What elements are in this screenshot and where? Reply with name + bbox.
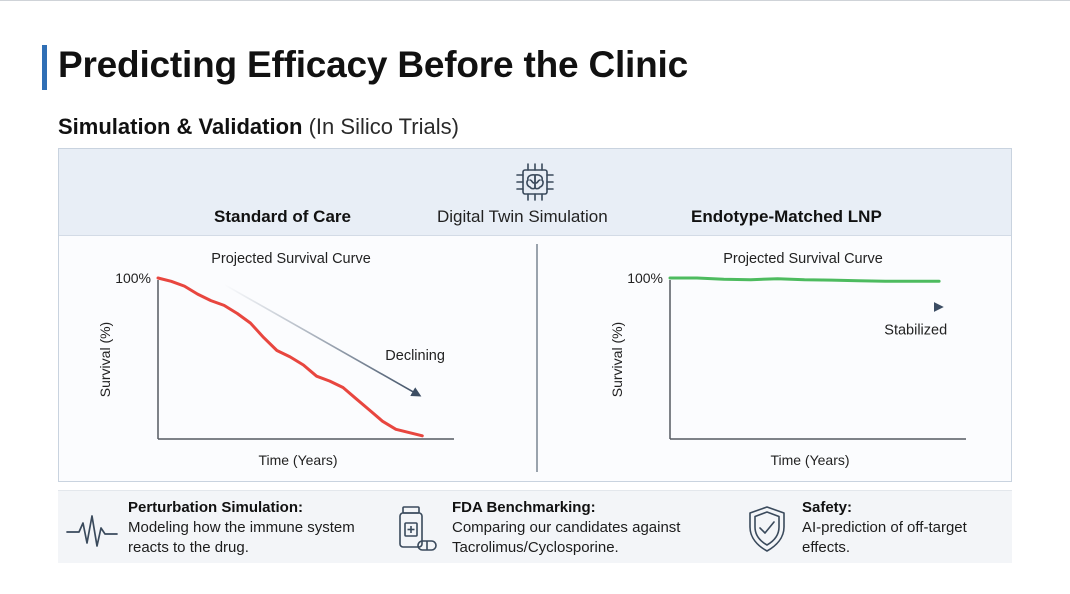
feature-title-safety: Safety:: [802, 499, 853, 516]
annotation-label: Stabilized: [884, 322, 947, 338]
survival-series-line: [156, 276, 424, 438]
survival-chart-declining: Projected Survival Curve 100% Survival (%)…: [97, 251, 454, 468]
y-tick-label: 100%: [627, 270, 663, 286]
survival-chart-stabilized: Projected Survival Curve 100% Survival (%)…: [609, 251, 966, 468]
x-axis-label: Time (Years): [258, 452, 337, 468]
feature-title-fda: FDA Benchmarking:: [452, 499, 596, 516]
chart-title: Projected Survival Curve: [211, 251, 371, 267]
panel-header: Standard of Care Digital Twin Simulation…: [59, 149, 1011, 236]
features-strip: Perturbation Simulation: Modeling how th…: [58, 490, 1012, 563]
brain-chip-icon: [516, 163, 554, 201]
feature-desc-safety: AI-prediction of off-target effects.: [802, 519, 967, 556]
subtitle-bold: Simulation & Validation: [58, 114, 303, 139]
top-rule: [0, 0, 1070, 1]
feature-desc-perturbation: Modeling how the immune system reacts to…: [128, 519, 355, 556]
slide-subtitle: Simulation & Validation (In Silico Trial…: [58, 114, 459, 140]
survival-series-line: [668, 276, 941, 283]
x-axis-label: Time (Years): [770, 452, 849, 468]
feature-desc-fda: Comparing our candidates against Tacroli…: [452, 519, 681, 556]
title-accent-bar: [42, 45, 47, 90]
chart-divider: [536, 244, 538, 472]
header-endotype-lnp: Endotype-Matched LNP: [691, 207, 882, 226]
chart-endotype-lnp: Projected Survival Curve 100% Survival (%)…: [591, 235, 1031, 483]
shield-check-icon: [749, 506, 785, 552]
simulation-panel: Standard of Care Digital Twin Simulation…: [58, 148, 1012, 482]
header-standard-of-care: Standard of Care: [214, 207, 351, 226]
feature-title-perturbation: Perturbation Simulation:: [128, 499, 304, 516]
annotation-label: Declining: [385, 348, 445, 364]
trend-arrow: [223, 283, 422, 397]
chart-title: Projected Survival Curve: [723, 251, 883, 267]
subtitle-light: (In Silico Trials): [308, 114, 459, 139]
heartbeat-pulse-icon: [66, 515, 118, 547]
slide-title: Predicting Efficacy Before the Clinic: [58, 44, 688, 85]
y-tick-label: 100%: [115, 270, 151, 286]
y-axis-label: Survival (%): [609, 322, 625, 397]
chart-standard-of-care: Projected Survival Curve 100% Survival (%)…: [79, 235, 519, 483]
medicine-bottle-icon: [399, 506, 437, 551]
header-digital-twin: Digital Twin Simulation: [437, 207, 608, 226]
y-axis-label: Survival (%): [97, 322, 113, 397]
